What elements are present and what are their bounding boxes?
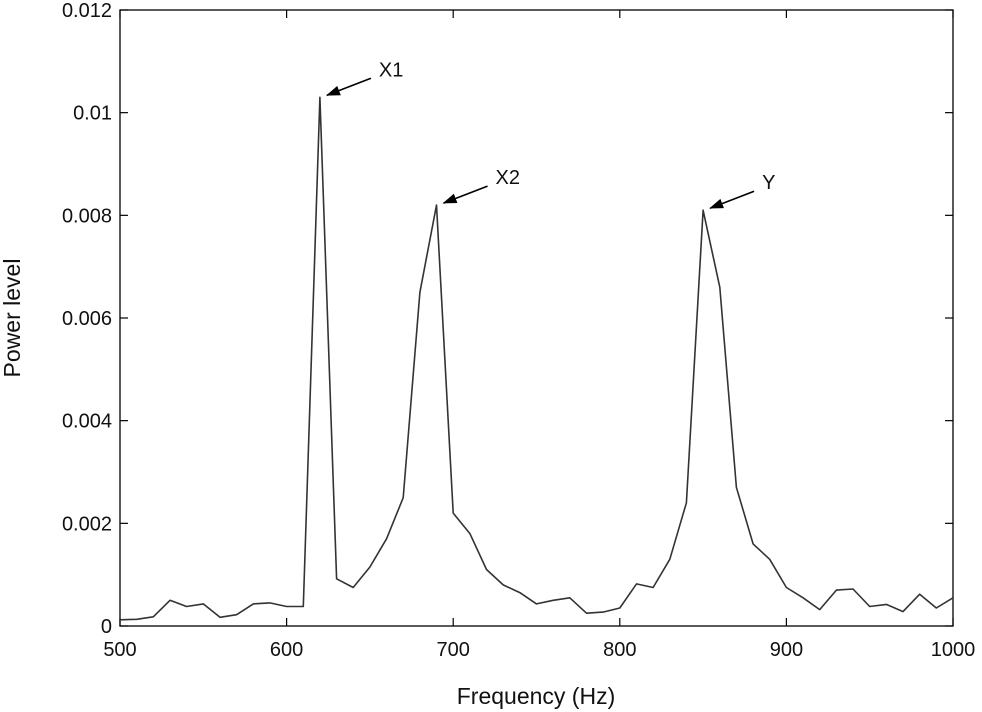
x-tick-label: 500 bbox=[103, 639, 136, 661]
x-tick-label: 600 bbox=[270, 639, 303, 661]
annotation-arrow bbox=[442, 185, 488, 204]
annotation-arrow bbox=[709, 190, 755, 209]
x-tick-label: 800 bbox=[603, 639, 636, 661]
y-tick-label: 0.004 bbox=[62, 411, 112, 433]
x-tick-label: 900 bbox=[770, 639, 803, 661]
x-axis-ticks: 500 600 700 800 900 1000 bbox=[103, 10, 975, 661]
annotation-arrow bbox=[325, 77, 372, 97]
y-axis-ticks: 0 0.002 0.004 0.006 0.008 0.01 0.012 bbox=[62, 0, 953, 638]
y-tick-label: 0.01 bbox=[73, 103, 112, 125]
peak-label: Y bbox=[762, 172, 775, 194]
y-tick-label: 0.006 bbox=[62, 308, 112, 330]
peak-label: X2 bbox=[496, 167, 520, 189]
x-tick-label: 700 bbox=[437, 639, 470, 661]
y-tick-label: 0.012 bbox=[62, 0, 112, 22]
x-tick-label: 1000 bbox=[931, 639, 976, 661]
y-axis-title: Power level bbox=[0, 259, 25, 378]
peak-annotations: X1 X2 Y bbox=[325, 59, 775, 209]
peak-label: X1 bbox=[379, 59, 403, 81]
plot-area-frame bbox=[119, 9, 954, 627]
y-tick-label: 0.008 bbox=[62, 205, 112, 227]
series-line bbox=[119, 96, 954, 621]
x-axis-title: Frequency (Hz) bbox=[457, 683, 615, 709]
y-tick-label: 0.002 bbox=[62, 513, 112, 535]
y-tick-label: 0 bbox=[101, 616, 112, 638]
